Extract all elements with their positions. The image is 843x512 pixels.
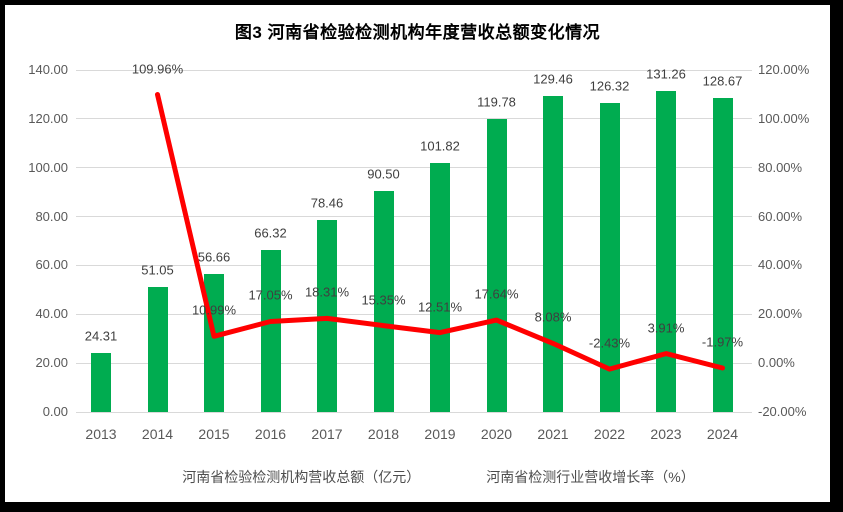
- bar: [204, 273, 224, 412]
- left-axis-tick: 140.00: [28, 62, 68, 77]
- x-axis-label: 2016: [254, 426, 287, 442]
- bar-value-label: 56.66: [197, 249, 231, 265]
- gridline: [76, 167, 752, 169]
- bar-value-label: 66.32: [254, 225, 287, 241]
- x-axis-label: 2024: [706, 426, 739, 442]
- line-point-label: 8.08%: [534, 309, 572, 325]
- line-series-swatch-icon: [436, 475, 482, 480]
- bar: [317, 220, 337, 412]
- right-axis-tick: 40.00%: [758, 257, 803, 273]
- bar-value-label: 101.82: [420, 138, 460, 154]
- x-axis-label: 2018: [367, 426, 400, 442]
- bar-value-label: 128.67: [702, 73, 743, 89]
- bar-value-label: 51.05: [141, 262, 174, 278]
- x-axis-label: 2017: [311, 426, 343, 442]
- line-point-label: -1.97%: [701, 334, 744, 350]
- bar-value-label: 126.32: [589, 78, 630, 94]
- line-point-label: 18.31%: [304, 284, 350, 300]
- line-point-label: 109.96%: [131, 61, 184, 77]
- legend-label-revenue: 河南省检验检测机构营收总额（亿元）: [182, 469, 421, 485]
- right-axis-tick: 60.00%: [758, 208, 803, 224]
- legend-item-revenue: 河南省检验检测机构营收总额（亿元）: [140, 467, 420, 487]
- x-axis-label: 2021: [537, 426, 569, 442]
- left-axis-tick: 40.00: [35, 306, 68, 322]
- gridline: [76, 411, 752, 413]
- left-axis-tick: 100.00: [28, 159, 68, 175]
- right-axis-tick: -20.00%: [758, 404, 807, 419]
- bar-value-label: 78.46: [310, 195, 344, 211]
- bar: [260, 249, 281, 412]
- bar: [147, 287, 168, 412]
- x-axis-label: 2013: [85, 426, 117, 442]
- line-point-label: -2.43%: [588, 335, 631, 351]
- gridline: [76, 362, 752, 364]
- bar: [656, 91, 676, 412]
- x-axis-label: 2015: [198, 426, 230, 442]
- legend-item-growth: 河南省检测行业营收增长率（%）: [436, 467, 694, 487]
- right-axis-tick: 0.00%: [758, 355, 795, 371]
- line-point-label: 17.05%: [248, 287, 293, 303]
- bar: [543, 95, 563, 412]
- bar-value-label: 24.31: [84, 328, 118, 344]
- line-point-label: 12.51%: [417, 299, 463, 315]
- x-axis-label: 2022: [593, 426, 626, 442]
- left-axis-tick: 120.00: [28, 110, 68, 126]
- legend: 河南省检验检测机构营收总额（亿元） 河南省检测行业营收增长率（%）: [5, 463, 830, 491]
- left-axis-tick: 60.00: [35, 257, 68, 273]
- right-axis-tick: 100.00%: [758, 110, 810, 126]
- gridline: [76, 313, 752, 315]
- bar-value-label: 119.78: [477, 94, 516, 110]
- line-point-label: 17.64%: [474, 286, 519, 302]
- bar-value-label: 129.46: [533, 71, 573, 87]
- x-axis-label: 2020: [480, 426, 513, 442]
- bar-series-swatch-icon: [140, 471, 174, 484]
- gridline: [76, 264, 752, 266]
- line-point-label: 15.35%: [361, 292, 406, 308]
- bar-value-label: 90.50: [367, 166, 400, 182]
- gridline: [76, 118, 752, 120]
- bar: [599, 103, 620, 412]
- legend-label-growth: 河南省检测行业营收增长率（%）: [486, 469, 695, 485]
- left-axis-tick: 20.00: [35, 355, 68, 371]
- x-axis-label: 2023: [650, 426, 682, 442]
- line-point-label: 3.91%: [647, 320, 685, 336]
- chart-title: 图3 河南省检验检测机构年度营收总额变化情况: [234, 23, 601, 42]
- x-axis-label: 2019: [424, 426, 456, 442]
- right-axis-tick: 120.00%: [758, 62, 810, 77]
- gridline: [76, 69, 752, 71]
- bar-value-label: 131.26: [646, 66, 686, 82]
- bar: [430, 163, 450, 412]
- x-axis-label: 2014: [141, 426, 174, 442]
- left-axis-tick: 80.00: [35, 208, 68, 224]
- bar: [91, 352, 111, 412]
- gridline: [76, 216, 752, 218]
- right-axis-tick: 80.00%: [758, 159, 803, 175]
- right-axis-tick: 20.00%: [758, 306, 803, 322]
- bar: [486, 119, 507, 412]
- line-point-label: 10.99%: [191, 302, 237, 318]
- bar: [712, 97, 733, 412]
- left-axis-tick: 0.00: [42, 404, 68, 419]
